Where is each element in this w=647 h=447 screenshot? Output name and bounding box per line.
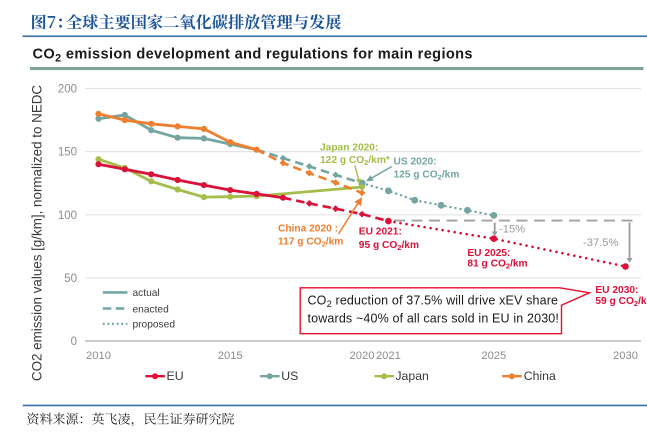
svg-text:2020: 2020: [350, 350, 375, 362]
svg-text:EU 2021:: EU 2021:: [359, 227, 402, 238]
svg-text:122 g CO2/km*: 122 g CO2/km*: [320, 155, 390, 167]
svg-text:150: 150: [58, 147, 77, 159]
svg-text:50: 50: [64, 273, 77, 285]
svg-text:China: China: [524, 369, 556, 383]
svg-text:towards ~40% of all cars sold: towards ~40% of all cars sold in EU in 2…: [308, 312, 560, 326]
svg-text:81 g CO2/km: 81 g CO2/km: [467, 259, 527, 271]
svg-text:2015: 2015: [218, 350, 243, 362]
svg-text:-37.5%: -37.5%: [583, 237, 618, 249]
svg-text:0: 0: [71, 336, 77, 348]
svg-text:95 g CO2/km: 95 g CO2/km: [359, 240, 419, 252]
svg-text:US: US: [281, 369, 298, 383]
svg-text:EU 2030:: EU 2030:: [595, 285, 638, 296]
svg-text:CO2 reduction of 37.5% will dr: CO2 reduction of 37.5% will drive xEV sh…: [308, 293, 559, 309]
svg-text:2021: 2021: [376, 350, 401, 362]
svg-text:117 g CO2/km: 117 g CO2/km: [278, 236, 343, 248]
svg-text:2010: 2010: [86, 350, 111, 362]
svg-text:200: 200: [58, 84, 77, 96]
svg-text:Japan 2020:: Japan 2020:: [320, 143, 378, 154]
svg-text:proposed: proposed: [133, 320, 176, 331]
svg-text:enacted: enacted: [133, 304, 170, 315]
svg-text:CO2 emission values [g/km], no: CO2 emission values [g/km], normalized t…: [30, 85, 45, 382]
svg-text:China 2020 :: China 2020 :: [278, 224, 338, 235]
svg-text:125 g CO2/km: 125 g CO2/km: [394, 169, 460, 181]
svg-text:100: 100: [58, 210, 77, 222]
svg-text:2030: 2030: [613, 350, 638, 362]
svg-text:CO2 emission development and r: CO2 emission development and regulations…: [33, 47, 473, 65]
svg-text:EU: EU: [167, 369, 184, 383]
svg-text:59 g CO2/km: 59 g CO2/km: [595, 296, 647, 308]
svg-text:2025: 2025: [481, 350, 506, 362]
svg-text:-15%: -15%: [499, 224, 525, 236]
svg-text:Japan: Japan: [395, 369, 429, 383]
svg-text:actual: actual: [133, 288, 160, 299]
svg-text:EU 2025:: EU 2025:: [467, 248, 510, 259]
svg-text:US 2020:: US 2020:: [394, 157, 437, 168]
